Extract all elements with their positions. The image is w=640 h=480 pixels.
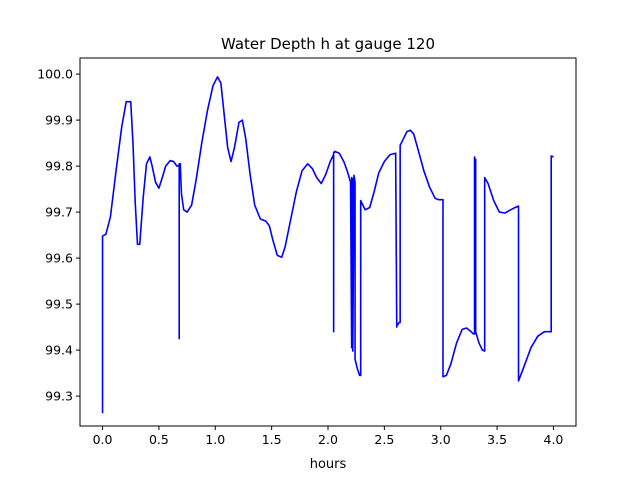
y-tick-label: 100.0 — [37, 67, 73, 82]
x-tick-label: 2.5 — [374, 432, 394, 447]
y-tick-label: 99.6 — [45, 251, 73, 266]
x-tick-label: 2.0 — [318, 432, 338, 447]
x-tick-label: 4.0 — [544, 432, 564, 447]
axes: 0.0 0.5 1.0 1.5 2.0 2.5 3.0 3.5 4.0 99.3 99.4 99.5 9… — [37, 57, 577, 447]
plot-area — [101, 76, 554, 414]
y-tick-label: 99.9 — [45, 113, 73, 128]
x-axis-label: hours — [310, 457, 347, 472]
x-tick-label: 1.0 — [205, 432, 225, 447]
series-line-0 — [101, 76, 554, 414]
x-tick-label: 3.0 — [431, 432, 451, 447]
y-tick-label: 99.7 — [45, 205, 73, 220]
x-tick-label: 0.0 — [93, 432, 113, 447]
y-tick-label: 99.5 — [45, 297, 73, 312]
x-tick-label: 3.5 — [487, 432, 507, 447]
y-tick-label: 99.3 — [45, 389, 73, 404]
y-tick-label: 99.4 — [45, 343, 73, 358]
chart-title: Water Depth h at gauge 120 — [221, 35, 435, 53]
y-tick-label: 99.8 — [45, 159, 73, 174]
x-tick-label: 1.5 — [262, 432, 282, 447]
x-tick-label: 0.5 — [149, 432, 169, 447]
